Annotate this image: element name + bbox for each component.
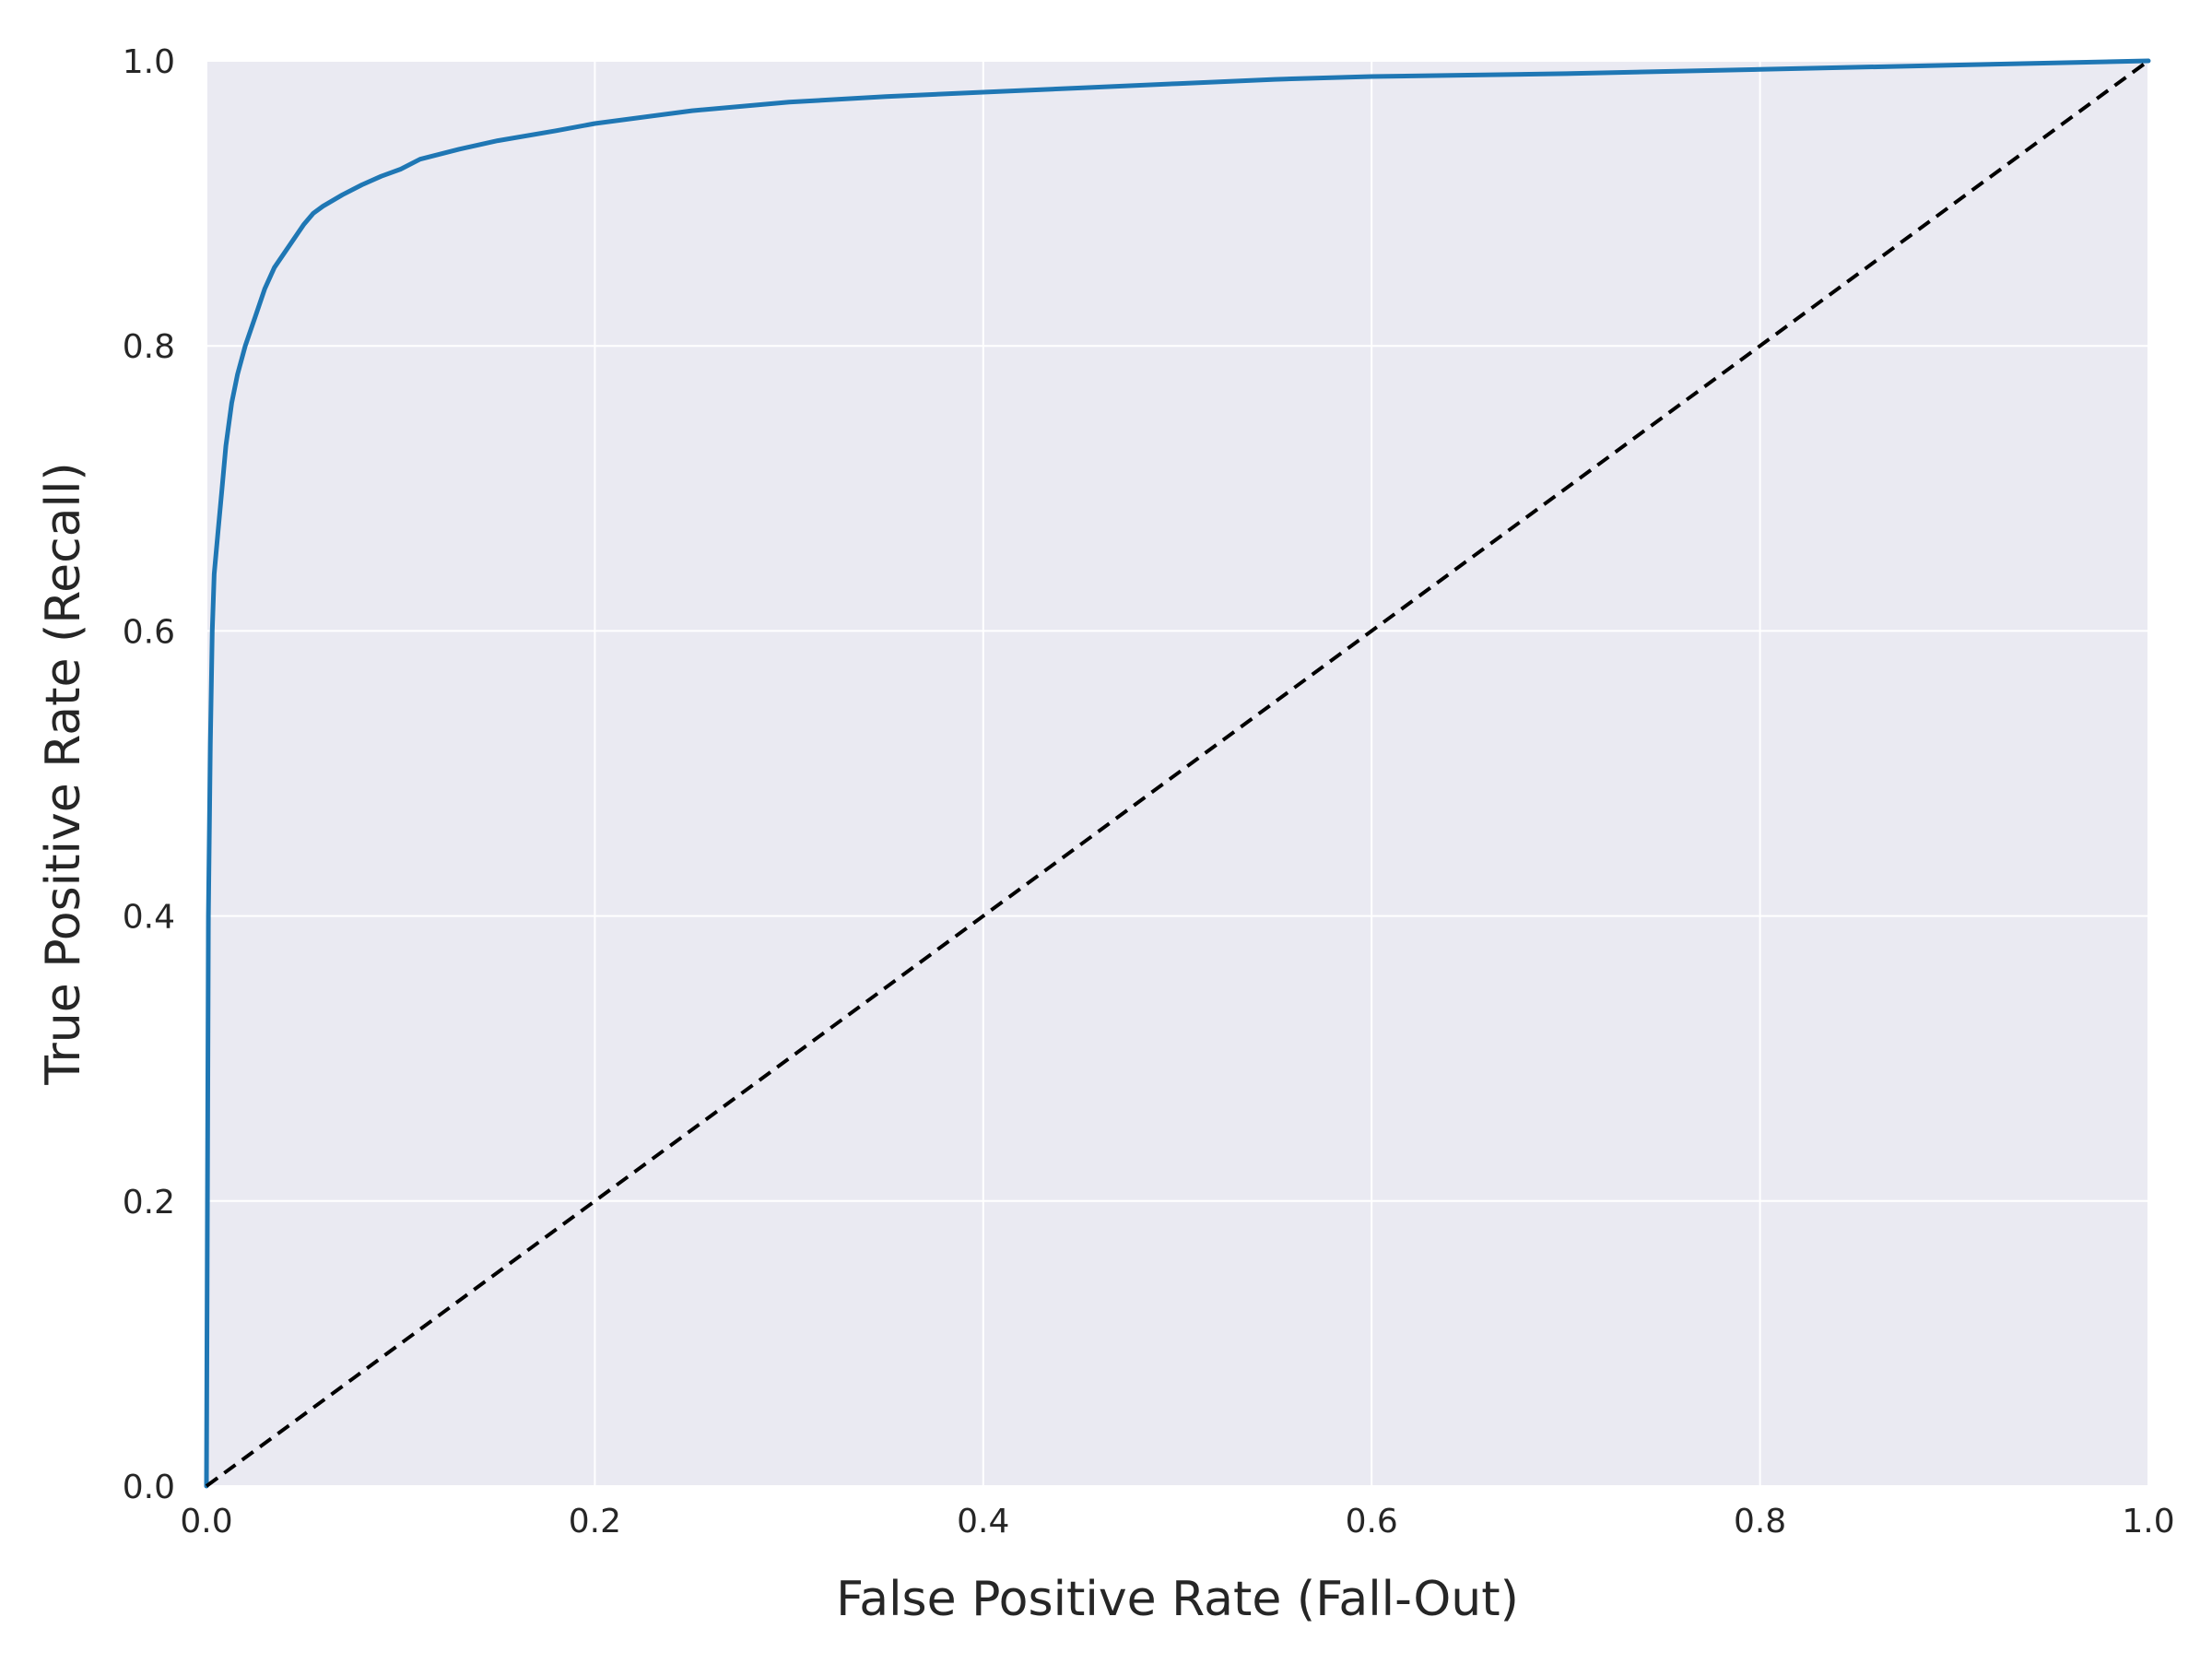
x-tick-label: 1.0 (2122, 1503, 2174, 1540)
roc-curve-line (204, 58, 2151, 1489)
y-tick-label: 1.0 (123, 43, 175, 81)
series-group (204, 58, 2151, 1489)
y-tick-label: 0.0 (123, 1469, 175, 1506)
x-tick-label: 0.8 (1734, 1503, 1786, 1540)
x-tick-labels: 0.0 0.2 0.4 0.6 0.8 1.0 (180, 1503, 2174, 1540)
x-tick-label: 0.4 (957, 1503, 1009, 1540)
y-axis-label: True Positive Rate (Recall) (36, 462, 91, 1085)
y-tick-labels: 0.0 0.2 0.4 0.6 0.8 1.0 (123, 43, 175, 1506)
random-classifier-diagonal-line (205, 59, 2150, 1488)
x-tick-label: 0.2 (569, 1503, 621, 1540)
x-tick-label: 0.0 (180, 1503, 232, 1540)
x-axis-label: False Positive Rate (Fall-Out) (836, 1572, 1519, 1627)
y-tick-label: 0.8 (123, 328, 175, 366)
y-tick-label: 0.2 (123, 1184, 175, 1221)
y-tick-label: 0.6 (123, 613, 175, 651)
x-tick-label: 0.6 (1346, 1503, 1398, 1540)
grid-lines (206, 60, 2149, 1487)
y-tick-label: 0.4 (123, 899, 175, 937)
